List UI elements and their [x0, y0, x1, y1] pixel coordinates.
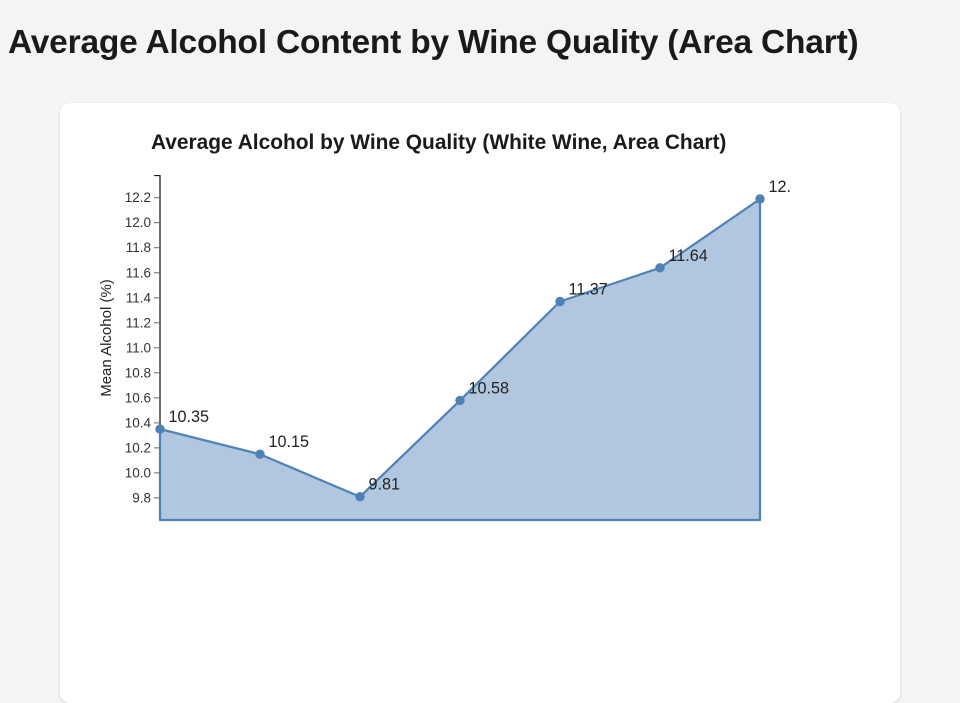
- svg-text:10.4: 10.4: [125, 415, 152, 430]
- svg-text:11.0: 11.0: [126, 340, 151, 355]
- svg-text:11.2: 11.2: [126, 315, 151, 330]
- svg-text:11.6: 11.6: [126, 265, 151, 280]
- svg-text:10.0: 10.0: [125, 465, 151, 480]
- svg-text:12.0: 12.0: [125, 215, 151, 230]
- svg-text:11.37: 11.37: [569, 281, 608, 299]
- svg-text:11.8: 11.8: [126, 240, 151, 255]
- svg-text:10.15: 10.15: [269, 433, 310, 451]
- svg-text:9.8: 9.8: [132, 490, 151, 505]
- svg-text:10.35: 10.35: [169, 408, 210, 426]
- svg-text:11.64: 11.64: [669, 247, 708, 265]
- svg-text:11.4: 11.4: [126, 290, 152, 305]
- svg-text:10.8: 10.8: [125, 365, 151, 380]
- svg-text:10.6: 10.6: [125, 390, 151, 405]
- svg-text:12.19: 12.19: [769, 178, 810, 196]
- svg-text:10.58: 10.58: [469, 379, 510, 397]
- svg-text:10.2: 10.2: [125, 440, 151, 455]
- svg-text:9.81: 9.81: [369, 476, 401, 494]
- svg-text:12.2: 12.2: [125, 190, 151, 205]
